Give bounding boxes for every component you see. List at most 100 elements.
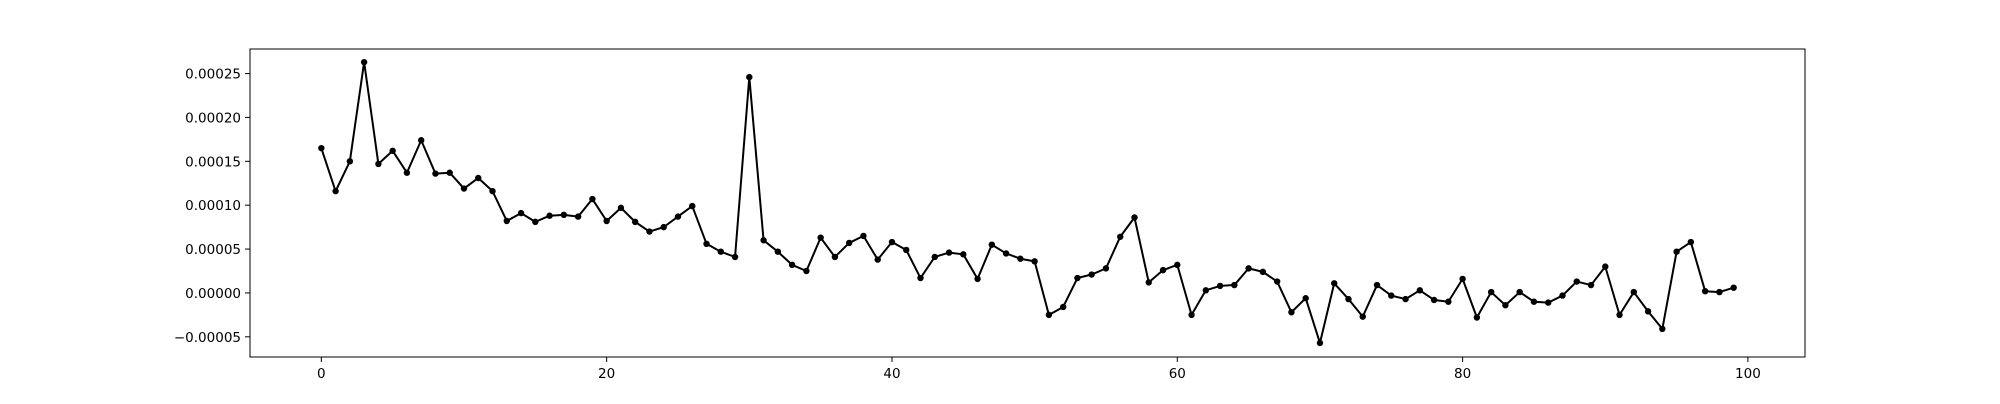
data-point	[332, 187, 339, 195]
data-point	[574, 213, 582, 220]
y-tick-label: 0.00005	[185, 242, 241, 258]
data-point	[1659, 325, 1666, 333]
x-tick-label: 80	[1454, 366, 1471, 382]
x-axis: 0 20 40 60 80 100	[317, 357, 1761, 382]
data-point	[1359, 313, 1366, 320]
data-point	[1530, 298, 1538, 305]
y-tick-label: 0.00000	[185, 286, 241, 302]
data-point	[646, 228, 653, 235]
data-point	[1331, 280, 1338, 287]
data-point	[1573, 278, 1580, 285]
data-point	[1687, 238, 1695, 246]
data-point	[432, 170, 439, 177]
data-point	[1074, 274, 1081, 282]
data-point	[731, 253, 739, 261]
data-point	[888, 238, 896, 246]
data-point	[389, 147, 396, 154]
data-point	[1316, 339, 1324, 347]
data-point	[1545, 299, 1552, 306]
data-point	[446, 169, 453, 176]
data-point	[903, 246, 910, 254]
data-point	[845, 239, 853, 247]
data-point	[1516, 288, 1523, 296]
data-point	[489, 187, 496, 195]
data-point	[1730, 284, 1737, 291]
data-point	[1388, 292, 1395, 299]
data-point	[689, 202, 696, 210]
data-point	[1174, 261, 1181, 269]
y-tick-label: 0.00010	[185, 198, 241, 214]
data-point	[360, 58, 368, 66]
data-point	[589, 195, 596, 203]
data-point	[403, 169, 411, 176]
data-point	[375, 160, 382, 168]
x-tick-label: 60	[1169, 366, 1186, 382]
data-point	[1416, 287, 1424, 294]
data-point	[874, 256, 881, 263]
x-tick-label: 40	[883, 366, 900, 382]
data-point	[760, 237, 767, 244]
data-point	[860, 232, 867, 240]
data-point	[1587, 281, 1595, 289]
data-point	[631, 218, 639, 226]
data-point	[346, 158, 354, 165]
data-point	[1145, 279, 1152, 286]
data-point	[831, 253, 839, 261]
data-point	[1701, 287, 1709, 295]
data-point	[417, 137, 425, 144]
y-tick-label: −0.00005	[174, 330, 241, 346]
data-point	[1630, 288, 1638, 296]
data-point	[603, 217, 610, 225]
data-point	[1473, 314, 1481, 321]
data-point	[617, 204, 625, 212]
data-point	[1216, 282, 1224, 290]
data-point	[1459, 275, 1466, 283]
x-tick-label: 0	[317, 366, 326, 382]
data-point	[475, 174, 482, 182]
data-point	[1102, 265, 1110, 272]
data-point	[318, 144, 325, 152]
data-point	[1002, 250, 1010, 257]
y-tick-label: 0.00020	[185, 110, 241, 126]
data-point	[1159, 266, 1167, 274]
y-tick-label: 0.00015	[185, 154, 241, 170]
data-point	[1202, 287, 1210, 294]
data-point	[1345, 295, 1352, 303]
data-point	[1430, 296, 1438, 304]
data-point	[1373, 281, 1381, 289]
data-point	[1302, 295, 1309, 302]
data-point	[917, 274, 924, 282]
data-point	[1716, 288, 1723, 296]
data-point	[1602, 263, 1609, 270]
data-point	[1231, 281, 1238, 289]
data-point	[1259, 268, 1267, 276]
data-point	[817, 234, 824, 241]
data-point	[546, 212, 553, 219]
data-point	[1045, 311, 1053, 319]
plot-content	[318, 58, 1737, 347]
series-line	[320, 61, 1734, 344]
data-point	[1131, 214, 1138, 221]
data-point	[1273, 278, 1281, 285]
data-point	[1088, 271, 1095, 278]
plot-frame	[249, 48, 1806, 358]
data-point	[703, 240, 710, 247]
data-point	[974, 275, 981, 283]
data-point	[960, 251, 967, 258]
data-point	[1059, 303, 1067, 311]
data-point	[532, 218, 539, 226]
data-point	[746, 73, 753, 81]
data-point	[1502, 302, 1509, 309]
data-point	[1559, 292, 1566, 299]
data-point	[1644, 308, 1652, 315]
data-point	[1017, 255, 1024, 262]
data-point	[1402, 295, 1409, 303]
data-point	[1445, 298, 1452, 305]
data-point	[945, 249, 953, 256]
data-point	[1673, 248, 1680, 255]
data-point	[1616, 311, 1623, 319]
data-point	[717, 248, 724, 255]
y-axis: −0.00005 0.00000 0.00005 0.00010 0.00015 0.00…	[174, 67, 250, 346]
